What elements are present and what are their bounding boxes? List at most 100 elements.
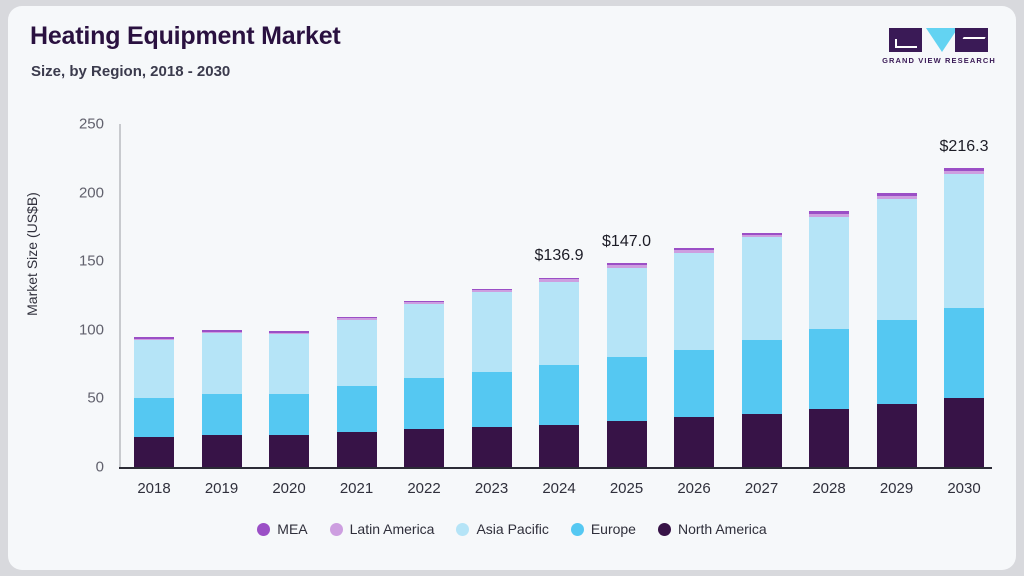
bar-segment-asia-pacific[interactable] [944, 174, 984, 308]
bar-group[interactable] [809, 124, 849, 467]
legend-item-north-america[interactable]: North America [657, 521, 767, 537]
bar-group[interactable] [336, 124, 377, 467]
bar-group[interactable] [876, 124, 917, 467]
bar-segment-mea[interactable] [741, 232, 782, 235]
legend-item-mea[interactable]: MEA [257, 521, 308, 537]
bar-segment-north-america[interactable] [876, 404, 917, 467]
bar-segment-latin-america[interactable] [201, 331, 242, 334]
bar-segment-latin-america[interactable] [404, 302, 444, 305]
logo-square-left-icon [889, 28, 922, 52]
bar-segment-asia-pacific[interactable] [336, 319, 377, 386]
bar-segment-asia-pacific[interactable] [809, 216, 849, 330]
bar-segment-europe[interactable] [674, 349, 714, 418]
bar-segment-latin-america[interactable] [809, 213, 849, 217]
bar-segment-north-america[interactable] [134, 436, 174, 467]
bar-group[interactable] [606, 124, 647, 467]
bar-segment-latin-america[interactable] [876, 195, 917, 199]
bar-segment-europe[interactable] [201, 394, 242, 436]
bar-segment-north-america[interactable] [944, 398, 984, 467]
y-axis-tick-label: 0 [95, 458, 104, 476]
x-axis-tick-label: 2022 [407, 480, 441, 497]
bar-group[interactable] [944, 124, 984, 467]
bar-segment-latin-america[interactable] [944, 170, 984, 175]
bar-segment-north-america[interactable] [269, 435, 309, 467]
bar-segment-north-america[interactable] [809, 409, 849, 467]
bar-segment-mea[interactable] [539, 277, 579, 280]
bar-segment-north-america[interactable] [539, 424, 579, 467]
bar-segment-latin-america[interactable] [606, 265, 647, 268]
bar-segment-asia-pacific[interactable] [404, 304, 444, 378]
bar-segment-europe[interactable] [134, 398, 174, 437]
bar-segment-mea[interactable] [134, 337, 174, 339]
legend-label: MEA [277, 521, 308, 537]
bar-segment-europe[interactable] [269, 393, 309, 436]
bar-segment-europe[interactable] [539, 364, 579, 425]
bar-segment-mea[interactable] [674, 248, 714, 251]
bar-group[interactable] [539, 124, 579, 467]
x-axis-tick-label: 2025 [609, 480, 644, 497]
bar-segment-europe[interactable] [944, 307, 984, 398]
bar-segment-europe[interactable] [606, 356, 647, 422]
bar-segment-mea[interactable] [269, 331, 309, 333]
bar-segment-latin-america[interactable] [471, 290, 512, 293]
bar-segment-europe[interactable] [471, 371, 512, 427]
bar-segment-latin-america[interactable] [336, 318, 377, 320]
bar-segment-latin-america[interactable] [741, 234, 782, 238]
y-axis-tick-label: 100 [78, 321, 104, 339]
bar-group[interactable] [201, 124, 242, 467]
bar-segment-mea[interactable] [809, 211, 849, 214]
bar-segment-north-america[interactable] [336, 431, 377, 467]
bar-segment-mea[interactable] [404, 300, 444, 303]
bar-segment-europe[interactable] [876, 319, 917, 405]
legend-swatch-icon [570, 522, 584, 536]
bar-segment-north-america[interactable] [674, 417, 714, 467]
bar-segment-mea[interactable] [944, 167, 984, 171]
bar-segment-mea[interactable] [201, 330, 242, 332]
bar-segment-mea[interactable] [336, 316, 377, 319]
bar-segment-asia-pacific[interactable] [539, 281, 579, 365]
bar-segment-asia-pacific[interactable] [269, 334, 309, 394]
x-axis-tick-label: 2019 [204, 480, 239, 497]
bar-group[interactable] [404, 124, 444, 467]
bar-segment-mea[interactable] [606, 263, 647, 266]
bar-segment-mea[interactable] [876, 193, 917, 196]
legend-swatch-icon [657, 522, 671, 536]
bar-segment-latin-america[interactable] [539, 279, 579, 282]
bar-group[interactable] [471, 124, 512, 467]
bar-segment-north-america[interactable] [201, 435, 242, 467]
bar-segment-north-america[interactable] [606, 421, 647, 467]
bar-segment-europe[interactable] [336, 385, 377, 432]
legend-item-asia-pacific[interactable]: Asia Pacific [456, 521, 549, 537]
bar-group[interactable] [269, 124, 309, 467]
bar-segment-europe[interactable] [809, 329, 849, 410]
bar-segment-europe[interactable] [741, 340, 782, 414]
legend-item-latin-america[interactable]: Latin America [329, 521, 434, 537]
bar-segment-asia-pacific[interactable] [876, 198, 917, 320]
bar-segment-asia-pacific[interactable] [471, 292, 512, 372]
bar-value-label: $147.0 [602, 233, 651, 251]
legend-item-europe[interactable]: Europe [570, 521, 636, 537]
bar-segment-asia-pacific[interactable] [606, 267, 647, 357]
bar-group[interactable] [134, 124, 174, 467]
legend-swatch-icon [329, 522, 343, 536]
bar-segment-asia-pacific[interactable] [674, 252, 714, 350]
bar-segment-europe[interactable] [404, 377, 444, 430]
bar-segment-mea[interactable] [471, 288, 512, 291]
bar-segment-north-america[interactable] [404, 429, 444, 467]
bar-group[interactable] [674, 124, 714, 467]
bar-segment-latin-america[interactable] [134, 338, 174, 341]
y-axis-tick-label: 150 [78, 252, 104, 270]
legend-swatch-icon [257, 522, 271, 536]
logo-g-detail-icon [895, 39, 917, 48]
bar-chart-plot: Market Size (US$B) 0 50 100 150 200 250 2018 2… [8, 6, 1016, 570]
bar-segment-latin-america[interactable] [269, 332, 309, 335]
bar-segment-north-america[interactable] [471, 426, 512, 467]
bar-segment-asia-pacific[interactable] [201, 333, 242, 395]
bar-segment-latin-america[interactable] [674, 250, 714, 253]
bar-group[interactable] [741, 124, 782, 467]
bar-segment-asia-pacific[interactable] [741, 237, 782, 341]
bar-segment-asia-pacific[interactable] [134, 340, 174, 399]
grand-view-research-logo: GRAND VIEW RESEARCH [880, 28, 998, 66]
bar-segment-north-america[interactable] [741, 413, 782, 467]
logo-mark [883, 28, 995, 52]
